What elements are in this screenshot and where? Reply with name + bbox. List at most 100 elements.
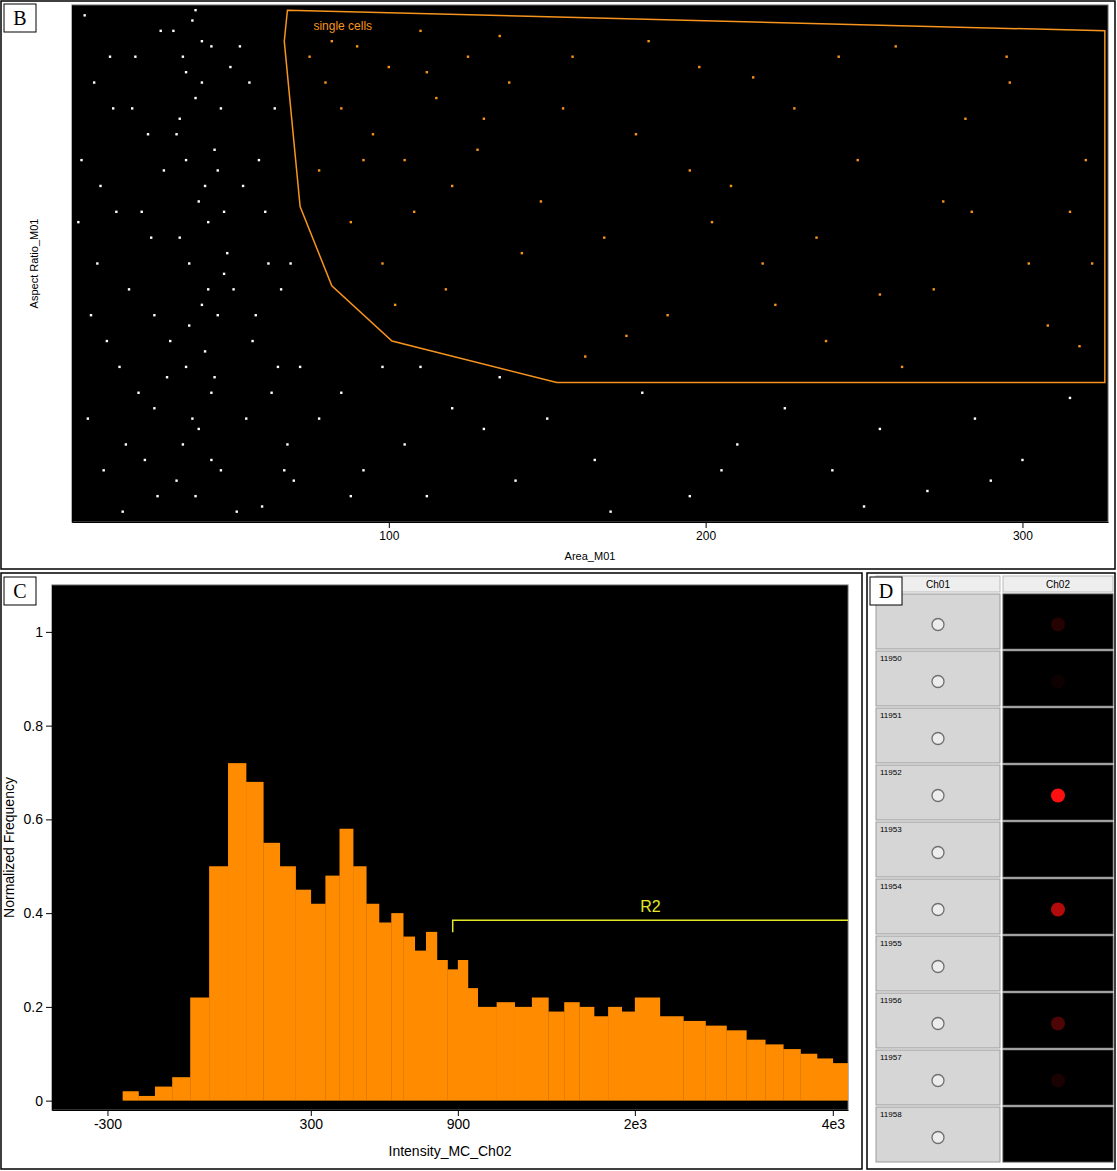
point [1009,81,1011,83]
tick-mark [46,819,52,820]
point [128,288,130,290]
tick: 0.4 [24,905,52,921]
point [546,417,548,419]
axis [72,6,73,523]
point [356,45,358,47]
bar [353,866,366,1100]
axis-line [52,586,53,1111]
point [210,45,212,47]
cell-image [932,904,944,916]
point [815,236,817,238]
point [258,159,260,161]
point [87,417,89,419]
row-id: 11951 [880,711,902,720]
point [736,443,738,445]
tick-label: 0.4 [24,905,44,921]
point [340,107,342,109]
cell-image [932,733,944,745]
row-id: 11953 [880,825,902,834]
point [540,200,542,202]
panel-letter: C [13,580,26,602]
bar [190,998,209,1101]
point [857,159,859,161]
point [264,211,266,213]
tick: 4e3 [822,1110,846,1132]
tick-mark [706,522,707,528]
bar [93,1100,108,1101]
plot-area [77,9,1105,513]
tick-label: 0 [35,1093,43,1109]
point [109,56,111,58]
cell-image [932,676,944,688]
point [137,392,139,394]
bar [478,1007,497,1101]
point [879,293,881,295]
panel-letter: B [13,7,26,29]
point [594,459,596,461]
panel-letter: D [879,580,893,602]
point [131,107,133,109]
point [232,288,234,290]
x-axis-title: Intensity_MC_Ch02 [389,1143,512,1159]
point [318,417,320,419]
point [499,35,501,37]
point [255,314,257,316]
point [499,376,501,378]
red-signal [1051,1131,1065,1145]
bar [379,923,392,1101]
column-header: Ch01 [926,579,950,590]
point [1028,262,1030,264]
point [201,81,203,83]
tick: 0.2 [24,999,52,1015]
point [403,159,405,161]
bar [296,890,311,1101]
point [971,211,973,213]
bar [138,1096,155,1101]
plot-background [72,5,1108,522]
point [774,304,776,306]
point [239,45,241,47]
point [964,118,966,120]
point [293,479,295,481]
red-signal [1051,675,1065,689]
point [191,19,193,21]
fluorescence-cell [1003,822,1113,877]
tick-mark [46,1101,52,1102]
bar [403,937,415,1101]
panel-letter-box [870,577,902,605]
tick-label: 0.2 [24,999,44,1015]
tick: -300 [94,1110,122,1132]
cell-image [932,847,944,859]
row-id: 11952 [880,768,902,777]
point [163,169,165,171]
red-signal [1051,903,1065,917]
point [562,107,564,109]
point [350,221,352,223]
tick: 0 [35,1093,52,1109]
bar [437,960,448,1101]
tick-label: 300 [300,1116,324,1132]
bar [325,876,339,1101]
red-signal [1051,1017,1065,1031]
point [825,340,827,342]
point [153,407,155,409]
point [571,56,573,58]
point [182,443,184,445]
point [308,56,310,58]
point [179,236,181,238]
tick-label: -300 [94,1116,122,1132]
point [647,40,649,42]
point [160,30,162,32]
red-signal [1051,732,1065,746]
point [381,366,383,368]
point [933,288,935,290]
x-axis-title: Area_M01 [565,550,616,562]
tick-label: 0.6 [24,811,44,827]
point [201,40,203,42]
fluorescence-cell [1003,1107,1113,1162]
tick: 0.6 [24,811,52,827]
point [394,304,396,306]
point [141,211,143,213]
point [182,56,184,58]
point [521,252,523,254]
